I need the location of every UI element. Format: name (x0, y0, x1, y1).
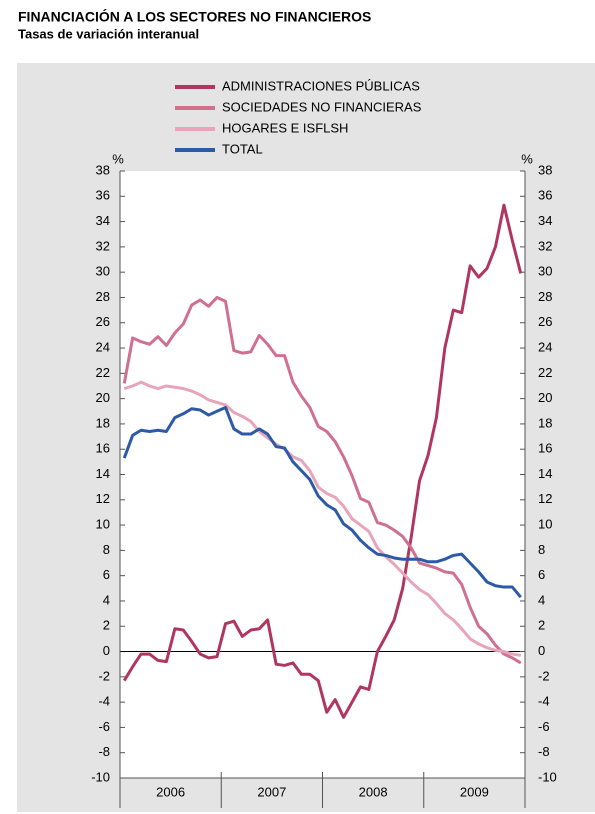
y2-tick-label: -6 (538, 719, 550, 734)
y2-tick-label: 22 (538, 365, 552, 380)
y2-tick-label: 30 (538, 264, 552, 279)
y2-tick-label: 12 (538, 491, 552, 506)
y-tick-label: 0 (103, 643, 110, 658)
y2-tick-label: -4 (538, 694, 550, 709)
y-tick-label: -2 (98, 668, 110, 683)
y2-unit: % (521, 151, 533, 166)
plot-area (120, 171, 525, 778)
y-tick-label: -10 (91, 769, 110, 784)
chart-subtitle: Tasas de variación interanual (18, 26, 199, 41)
x-tick-label: 2007 (257, 784, 286, 799)
legend-label: TOTAL (222, 141, 263, 156)
y-tick-label: 4 (103, 592, 110, 607)
legend-label: ADMINISTRACIONES PÚBLICAS (222, 78, 420, 93)
x-tick-label: 2006 (156, 784, 185, 799)
y2-tick-label: 6 (538, 567, 545, 582)
y-unit: % (112, 151, 124, 166)
chart-title: FINANCIACIÓN A LOS SECTORES NO FINANCIER… (18, 8, 371, 25)
y-tick-label: 14 (96, 466, 110, 481)
y-tick-label: 20 (96, 390, 110, 405)
x-tick-label: 2009 (460, 784, 489, 799)
line-series (122, 203, 523, 719)
y2-tick-label: 20 (538, 390, 552, 405)
y-tick-label: 24 (96, 339, 110, 354)
y-tick-label: -6 (98, 719, 110, 734)
y2-tick-label: 26 (538, 314, 552, 329)
y-tick-label: 36 (96, 188, 110, 203)
y2-tick-label: 38 (538, 162, 552, 177)
x-tick-label: 2008 (359, 784, 388, 799)
y2-tick-label: 32 (538, 238, 552, 253)
y-tick-label: 38 (96, 162, 110, 177)
y-tick-label: 2 (103, 618, 110, 633)
y2-tick-label: 10 (538, 517, 552, 532)
y-tick-label: 8 (103, 542, 110, 557)
line-series (122, 295, 522, 665)
y2-tick-label: 14 (538, 466, 552, 481)
y2-tick-label: -2 (538, 668, 550, 683)
line-series (122, 405, 522, 599)
y2-tick-label: 18 (538, 415, 552, 430)
y-tick-label: 6 (103, 567, 110, 582)
legend-label: SOCIEDADES NO FINANCIERAS (222, 99, 422, 114)
y2-tick-label: 24 (538, 339, 552, 354)
y-tick-label: 16 (96, 441, 110, 456)
y2-tick-label: 8 (538, 542, 545, 557)
y-tick-label: 26 (96, 314, 110, 329)
y-tick-label: 30 (96, 264, 110, 279)
y-tick-label: 10 (96, 517, 110, 532)
y2-tick-label: 16 (538, 441, 552, 456)
y-tick-label: 28 (96, 289, 110, 304)
y-tick-label: 12 (96, 491, 110, 506)
y2-tick-label: -10 (538, 769, 557, 784)
y2-tick-label: 2 (538, 618, 545, 633)
y2-tick-label: 4 (538, 592, 545, 607)
legend-label: HOGARES E ISFLSH (222, 120, 348, 135)
y-tick-label: 32 (96, 238, 110, 253)
y2-tick-label: 28 (538, 289, 552, 304)
line-series (123, 380, 521, 657)
y2-tick-label: 34 (538, 213, 552, 228)
y2-tick-label: -8 (538, 744, 550, 759)
y-tick-label: 34 (96, 213, 110, 228)
y-tick-label: -4 (98, 694, 110, 709)
y-tick-label: 18 (96, 415, 110, 430)
y2-tick-label: 36 (538, 188, 552, 203)
y2-tick-label: 0 (538, 643, 545, 658)
y-tick-label: 22 (96, 365, 110, 380)
y-tick-label: -8 (98, 744, 110, 759)
